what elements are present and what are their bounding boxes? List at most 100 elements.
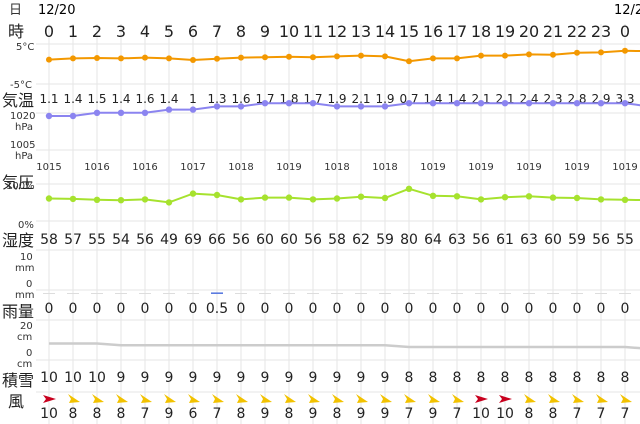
temperature-point [166,55,172,62]
temperature-value-label: 1.6 [135,92,154,106]
temperature-point [238,54,244,61]
snow-value-label: 10 [40,370,58,386]
snow-value-label: 8 [549,370,558,386]
wind-speed-label: 8 [117,406,126,422]
pressure-value-label: 1019 [420,162,445,173]
rain-axis-top: 10 [20,252,33,263]
date-next: 12/2 [614,3,640,18]
hour-label-3: 3 [116,22,126,41]
pressure-value-label: 1018 [324,162,349,173]
wind-speed-label: 8 [93,406,102,422]
pressure-axis-bottom-unit: hPa [15,151,33,162]
wind-arrow-icon [548,394,560,403]
snow-line [49,342,640,350]
pressure-point [141,109,149,117]
rain-bar [139,293,151,294]
pressure-line [49,102,640,117]
rain-bar [235,293,247,294]
hour-labels: 0123456789101112131415161718192021222301 [44,22,630,41]
pressure-point [285,100,293,107]
pressure-value-label: 1019 [612,162,637,173]
rain-value-label: 0 [333,301,342,317]
snow-value-label: 8 [597,370,606,386]
temperature-point [526,51,532,58]
wind-speed-label: 9 [357,406,366,422]
humidity-point [141,196,149,203]
snow-value-label: 9 [333,370,342,386]
snow-axis-bottom-unit: cm [17,359,32,370]
pressure-point [405,100,413,107]
pressure-value-label: 1018 [372,162,397,173]
humidity-point [501,194,509,201]
humidity-point [381,194,389,202]
rain-value-label: 0 [69,301,78,317]
snow-value-label: 9 [285,370,294,386]
snow-axis-bottom: 0 [26,348,32,359]
rain-value-label: 0 [621,301,630,317]
wind-speed-label: 8 [69,406,78,422]
wind-speed-label: 9 [381,406,390,422]
rain-title: 雨量 [2,302,34,321]
rain-value-label: 0 [309,301,318,317]
temperature-point [574,49,580,56]
rain-bar [163,293,175,294]
pressure-point [189,106,197,113]
humidity-point [549,194,557,201]
rain-bar [523,293,535,294]
humidity-value-label: 60 [280,232,298,248]
humidity-value-label: 56 [232,232,250,248]
rain-bar [355,293,367,294]
humidity-value-label: 58 [40,232,58,248]
wind-speed-label: 7 [141,406,150,422]
rain-axis-bottom-unit: mm [15,290,34,301]
pressure-point [453,100,461,107]
hour-label-9: 9 [260,22,270,41]
rain-bar [187,293,199,294]
pressure-point [45,112,53,120]
pressure-axis-top: 1020 [10,111,35,122]
temperature-point [358,52,364,59]
humidity-axis-top: 100% [6,181,35,192]
temperature-point [190,57,196,63]
temperature-point [502,52,508,59]
wind-arrow-icon [92,394,104,403]
pressure-point [357,103,365,110]
snow-value-label: 10 [64,370,82,386]
snow-value-label: 9 [357,370,366,386]
rain-value-label: 0 [261,301,270,317]
hour-label-4: 4 [140,22,150,41]
humidity-point [165,199,173,206]
rain-bar [571,293,583,294]
pressure-axis-top-unit: hPa [15,122,33,133]
snow-value-label: 9 [237,370,246,386]
pressure-value-label: 1019 [468,162,493,173]
pressure-point [429,100,437,107]
hour-label-13: 13 [351,22,371,41]
snow-value-label: 9 [381,370,390,386]
humidity-value-label: 59 [376,232,394,248]
pressure-series: 1015 1016 1016 1017 1018 1019 1018 1018 1019 1019… [36,100,640,173]
pressure-point [477,100,485,107]
pressure-point [333,103,341,110]
grid-lines [36,24,640,424]
wind-arrow-icon [524,394,536,403]
humidity-point [621,196,629,203]
wind-arrow-icon [620,394,632,403]
temperature-value-label: 1.9 [327,92,346,106]
hour-label-11: 11 [303,22,323,41]
pressure-point [117,109,125,117]
temperature-point [598,49,604,56]
snow-value-label: 10 [88,370,106,386]
rain-bar [91,293,103,294]
pressure-point [381,103,389,110]
pressure-value-label: 1019 [276,162,301,173]
temperature-point [118,55,124,62]
temperature-point [622,47,628,54]
humidity-value-label: 60 [544,232,562,248]
pressure-point [69,112,77,120]
snow-value-label: 8 [429,370,438,386]
snow-value-label: 9 [261,370,270,386]
humidity-value-label: 59 [568,232,586,248]
hour-label-24: 0 [620,22,630,41]
